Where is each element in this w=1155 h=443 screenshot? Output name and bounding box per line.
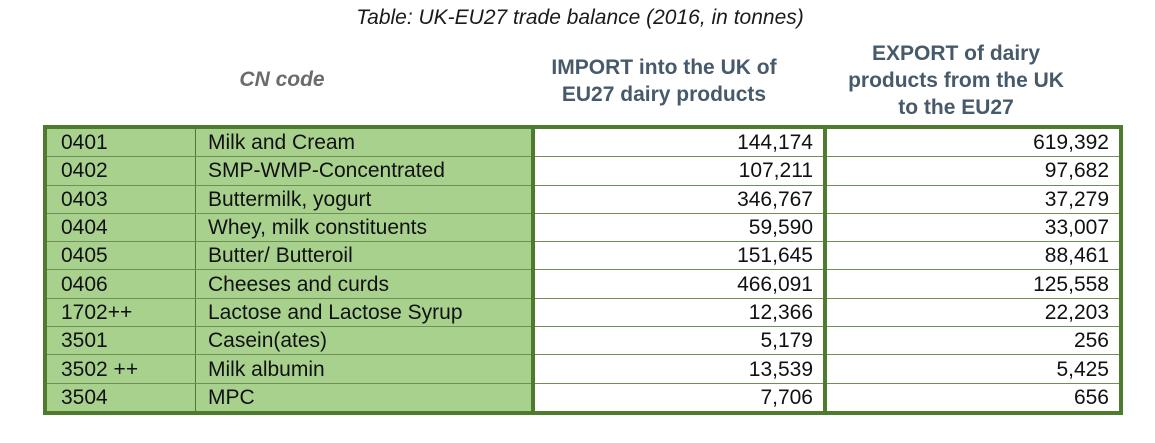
import-cell: 7,706 bbox=[533, 382, 827, 414]
table-row: 0403 Buttermilk, yogurt 346,767 37,279 bbox=[45, 184, 1121, 214]
import-cell: 13,539 bbox=[533, 354, 827, 384]
import-cell: 144,174 bbox=[533, 126, 827, 158]
table-row: 3502 ++ Milk albumin 13,539 5,425 bbox=[45, 354, 1121, 384]
table-row: 0404 Whey, milk constituents 59,590 33,0… bbox=[45, 212, 1121, 243]
cn-code-cell: 0404 bbox=[45, 212, 196, 243]
cn-code-cell: 3502 ++ bbox=[45, 354, 196, 384]
export-cell: 97,682 bbox=[825, 156, 1121, 186]
import-cell: 59,590 bbox=[533, 212, 827, 243]
import-cell: 151,645 bbox=[533, 241, 827, 271]
product-cell: Milk and Cream bbox=[195, 126, 535, 158]
export-cell: 33,007 bbox=[825, 212, 1121, 243]
table-caption: Table: UK-EU27 trade balance (2016, in t… bbox=[356, 6, 804, 29]
cn-code-cell: 0405 bbox=[45, 241, 196, 271]
header-import: IMPORT into the UK of EU27 dairy product… bbox=[520, 54, 808, 108]
table-row: 0406 Cheeses and curds 466,091 125,558 bbox=[45, 269, 1121, 299]
header-import-line-2: EU27 dairy products bbox=[561, 83, 767, 106]
export-cell: 125,558 bbox=[825, 269, 1121, 299]
product-cell: Cheeses and curds bbox=[195, 269, 535, 299]
product-cell: Milk albumin bbox=[195, 354, 535, 384]
cn-code-cell: 3501 bbox=[45, 326, 196, 356]
export-cell: 656 bbox=[825, 382, 1121, 414]
trade-table-body: 0401 Milk and Cream 144,174 619,392 0402… bbox=[45, 126, 1121, 414]
cn-code-cell: 1702++ bbox=[45, 297, 196, 328]
trade-table: 0401 Milk and Cream 144,174 619,392 0402… bbox=[43, 125, 1123, 415]
product-cell: Whey, milk constituents bbox=[195, 212, 535, 243]
product-cell: Casein(ates) bbox=[195, 326, 535, 356]
product-cell: Lactose and Lactose Syrup bbox=[195, 297, 535, 328]
product-cell: Butter/ Butteroil bbox=[195, 241, 535, 271]
header-export: EXPORT of dairy products from the UK to … bbox=[812, 40, 1100, 121]
export-cell: 5,425 bbox=[825, 354, 1121, 384]
table-row: 0405 Butter/ Butteroil 151,645 88,461 bbox=[45, 241, 1121, 271]
header-export-line-3: to the EU27 bbox=[898, 96, 1014, 119]
table-row: 1702++ Lactose and Lactose Syrup 12,366 … bbox=[45, 297, 1121, 328]
product-cell: SMP-WMP-Concentrated bbox=[195, 156, 535, 186]
cn-code-cell: 0401 bbox=[45, 126, 196, 158]
export-cell: 256 bbox=[825, 326, 1121, 356]
header-cn-code: CN code bbox=[239, 68, 325, 91]
header-export-line-2: products from the UK bbox=[848, 69, 1064, 92]
table-row: 0402 SMP-WMP-Concentrated 107,211 97,682 bbox=[45, 156, 1121, 186]
import-cell: 5,179 bbox=[533, 326, 827, 356]
cn-code-cell: 0406 bbox=[45, 269, 196, 299]
import-cell: 12,366 bbox=[533, 297, 827, 328]
cn-code-cell: 0403 bbox=[45, 184, 196, 214]
header-import-line-1: IMPORT into the UK of bbox=[551, 56, 777, 79]
export-cell: 37,279 bbox=[825, 184, 1121, 214]
product-cell: Buttermilk, yogurt bbox=[195, 184, 535, 214]
export-cell: 88,461 bbox=[825, 241, 1121, 271]
import-cell: 466,091 bbox=[533, 269, 827, 299]
export-cell: 619,392 bbox=[825, 126, 1121, 158]
import-cell: 107,211 bbox=[533, 156, 827, 186]
table-row: 0401 Milk and Cream 144,174 619,392 bbox=[45, 126, 1121, 158]
cn-code-cell: 3504 bbox=[45, 382, 196, 414]
table-row: 3501 Casein(ates) 5,179 256 bbox=[45, 326, 1121, 356]
cn-code-cell: 0402 bbox=[45, 156, 196, 186]
header-export-line-1: EXPORT of dairy bbox=[871, 42, 1041, 65]
import-cell: 346,767 bbox=[533, 184, 827, 214]
table-row: 3504 MPC 7,706 656 bbox=[45, 382, 1121, 414]
export-cell: 22,203 bbox=[825, 297, 1121, 328]
product-cell: MPC bbox=[195, 382, 535, 414]
